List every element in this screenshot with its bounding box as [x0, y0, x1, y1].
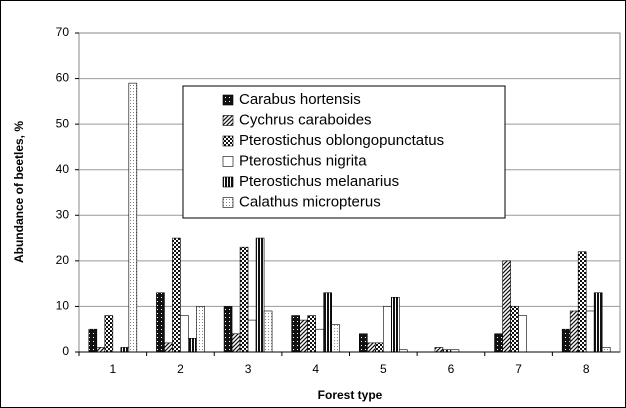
bar	[164, 342, 173, 353]
bar	[104, 315, 114, 353]
bar	[434, 347, 444, 353]
legend-swatch	[222, 115, 234, 126]
legend-swatch	[222, 197, 234, 208]
bar	[239, 246, 249, 353]
x-tick-label: 4	[312, 362, 319, 376]
y-tick-label: 10	[56, 299, 70, 313]
y-tick-label: 50	[56, 116, 70, 130]
bar	[231, 333, 241, 353]
bar	[196, 306, 205, 353]
legend-label: Cychrus caraboides	[239, 111, 372, 128]
bar	[359, 333, 368, 353]
legend-label: Carabus hortensis	[239, 91, 361, 108]
legend-swatch	[222, 176, 234, 188]
bar	[263, 310, 273, 353]
legend-label: Pterostichus melanarius	[239, 173, 399, 190]
bar	[601, 347, 611, 353]
y-axis-title: Abundance of beetles, %	[12, 121, 26, 263]
bar	[510, 306, 519, 353]
bar	[375, 342, 384, 353]
legend-box	[182, 85, 506, 219]
bar	[299, 319, 308, 353]
bar	[383, 306, 392, 353]
x-tick-label: 6	[448, 362, 455, 376]
bar	[561, 328, 571, 353]
legend-swatch	[222, 156, 234, 167]
legend: Carabus hortensis Cychrus caraboides Ptero…	[182, 85, 506, 219]
bar	[585, 310, 595, 353]
bar	[88, 328, 98, 353]
y-tick-label: 40	[56, 162, 70, 176]
legend-swatch	[222, 135, 234, 147]
y-tick-label: 70	[56, 25, 70, 39]
legend-label: Pterostichus oblongopunctatus	[239, 132, 444, 149]
bar	[518, 315, 527, 353]
bar	[247, 319, 257, 353]
bar	[172, 237, 181, 353]
bar	[315, 328, 324, 353]
x-tick-label: 5	[380, 362, 387, 376]
legend-label: Calathus micropterus	[239, 193, 381, 210]
x-tick-label: 2	[177, 362, 184, 376]
bar	[331, 324, 340, 353]
x-tick-label: 8	[583, 362, 590, 376]
x-tick-label: 1	[109, 362, 116, 376]
bar	[255, 237, 265, 353]
bar	[188, 338, 197, 353]
y-tick-label: 60	[56, 71, 70, 85]
legend-swatch	[222, 94, 234, 106]
bar	[577, 251, 587, 353]
bar	[502, 260, 511, 353]
bar	[323, 292, 332, 353]
x-axis-title: Forest type	[318, 388, 383, 402]
bar	[223, 306, 233, 353]
bar	[494, 333, 503, 353]
y-tick-label: 30	[56, 207, 70, 221]
bar	[367, 342, 376, 353]
bar	[180, 315, 189, 353]
bar	[291, 315, 300, 353]
bar	[593, 292, 603, 353]
x-tick-label: 3	[245, 362, 252, 376]
bar	[96, 347, 106, 353]
bar	[391, 297, 400, 353]
y-tick-label: 0	[62, 344, 69, 358]
bar	[569, 310, 579, 353]
x-tick-label: 7	[515, 362, 522, 376]
bar	[156, 292, 165, 353]
legend-label: Pterostichus nigrita	[239, 152, 367, 169]
bar	[120, 347, 130, 353]
y-tick-label: 20	[56, 253, 70, 267]
bar	[128, 82, 138, 353]
bar	[307, 315, 316, 353]
